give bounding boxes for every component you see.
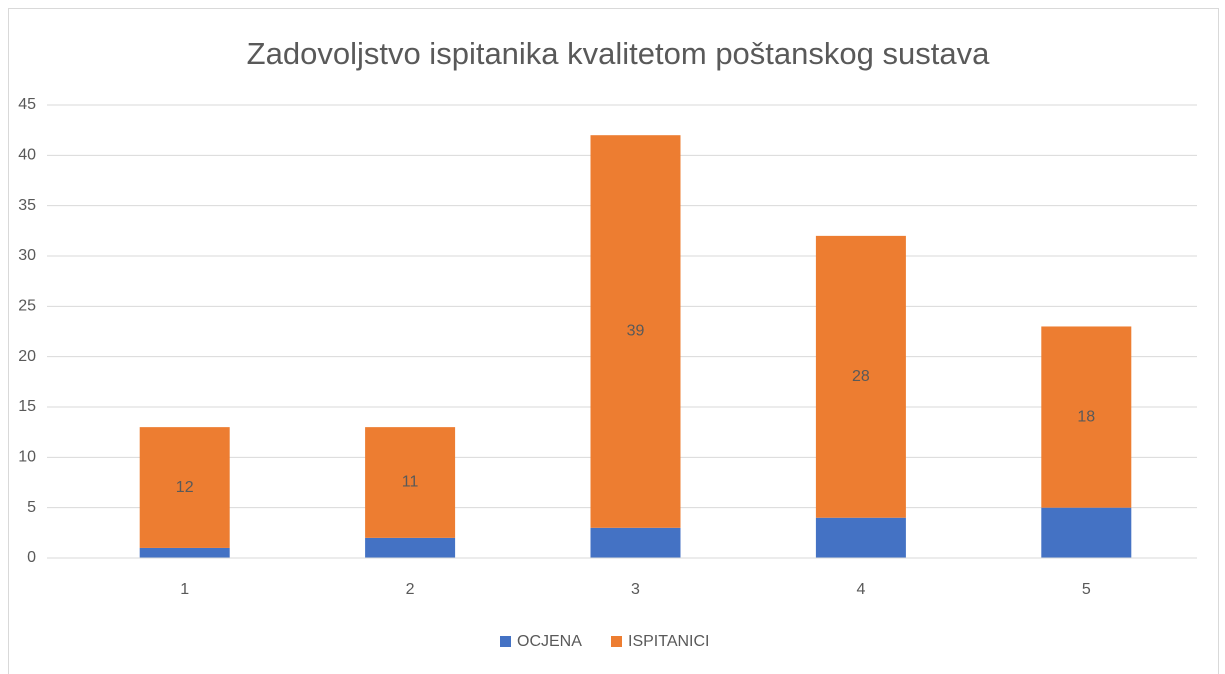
- bar-segment: [815, 517, 906, 558]
- bar-segment: [365, 427, 456, 538]
- x-tick-label: 2: [406, 581, 415, 598]
- data-label: 11: [402, 474, 419, 491]
- x-tick-label: 3: [631, 581, 640, 598]
- legend-swatch: [500, 636, 511, 647]
- y-tick-label: 35: [18, 197, 36, 214]
- bar-segment: [815, 235, 906, 518]
- y-tick-label: 15: [18, 398, 36, 415]
- bar-segment: [139, 547, 230, 558]
- y-tick-label: 0: [27, 549, 36, 566]
- chart-title: Zadovoljstvo ispitanika kvalitetom pošta…: [247, 36, 990, 71]
- legend-swatch: [611, 636, 622, 647]
- y-tick-label: 25: [18, 298, 36, 315]
- x-tick-label: 1: [180, 581, 189, 598]
- bar-segment: [590, 527, 681, 558]
- bar-segment: [139, 427, 230, 548]
- bar-segment: [365, 537, 456, 558]
- data-label: 28: [852, 368, 870, 385]
- bar-segment: [590, 135, 681, 528]
- x-tick-label: 5: [1082, 581, 1091, 598]
- y-tick-label: 5: [27, 499, 36, 516]
- bar-segment: [1041, 507, 1132, 558]
- data-label: 12: [176, 479, 194, 496]
- data-label: 39: [627, 323, 645, 340]
- y-tick-label: 20: [18, 348, 36, 365]
- legend-label: ISPITANICI: [628, 633, 710, 650]
- bar-segment: [1041, 326, 1132, 508]
- chart-border: [8, 8, 1219, 674]
- y-tick-label: 45: [18, 96, 36, 113]
- y-tick-label: 40: [18, 147, 36, 164]
- y-tick-label: 10: [18, 449, 36, 466]
- legend-label: OCJENA: [517, 633, 582, 650]
- x-tick-label: 4: [856, 581, 865, 598]
- y-tick-label: 30: [18, 247, 36, 264]
- data-label: 18: [1077, 408, 1095, 425]
